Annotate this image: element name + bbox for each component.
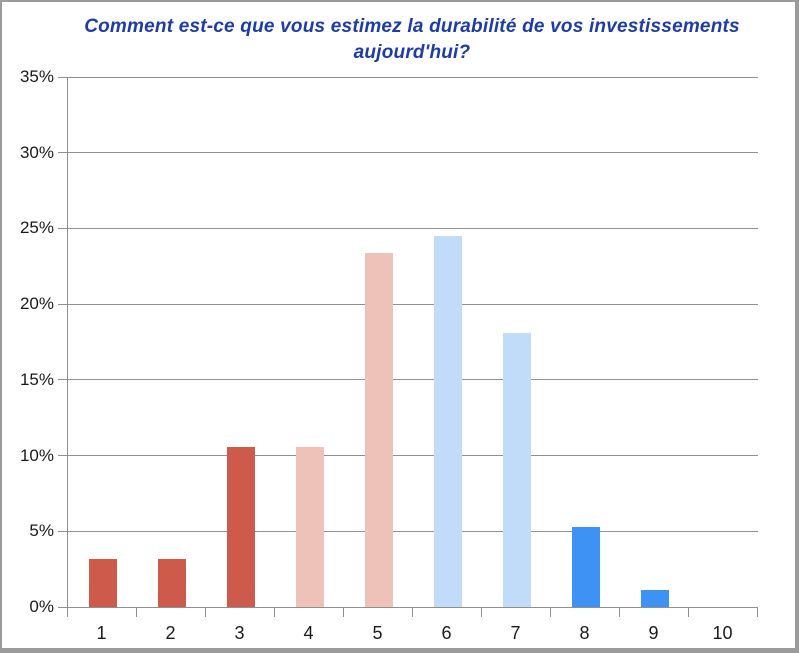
y-axis-label: 10% [19,445,54,465]
bar-category-2 [157,558,186,607]
x-axis-label: 10 [712,623,733,643]
x-axis-label: 7 [510,623,521,643]
x-axis-tick [412,608,413,617]
y-axis-tick [58,455,67,457]
gridline [68,227,758,229]
y-axis-label: 0% [29,597,54,616]
y-axis-label: 5% [29,521,54,541]
y-axis-tick [58,303,67,305]
x-axis-label: 4 [303,623,314,643]
x-axis-tick [136,608,137,617]
bar-category-6 [433,236,462,607]
bar-category-1 [88,558,117,607]
y-axis-label: 35% [19,67,54,86]
x-axis-tick [274,608,275,617]
bar-category-4 [295,446,324,607]
x-axis-tick [205,608,206,617]
y-axis-tick [58,606,67,608]
x-axis-label: 6 [441,623,452,643]
x-axis-tick [757,608,758,617]
x-axis-label: 3 [234,623,245,643]
x-axis-label: 1 [96,623,107,643]
bar-category-3 [226,446,255,607]
x-axis-tick [67,608,68,617]
y-axis-label: 25% [19,218,54,238]
y-axis-tick [58,530,67,532]
x-axis-label: 8 [579,623,590,643]
x-axis-tick [550,608,551,617]
bar-category-9 [640,590,669,607]
y-axis-label: 30% [19,142,54,162]
gridline [68,530,758,532]
gridline [68,76,758,78]
x-axis-label: 2 [165,623,176,643]
x-axis-label: 5 [372,623,383,643]
plot-area [67,76,758,608]
y-axis-label: 20% [19,294,54,314]
x-axis-tick [481,608,482,617]
gridline [68,303,758,305]
bar-category-7 [502,332,531,607]
x-axis-label: 9 [648,623,659,643]
y-axis-tick [58,152,67,154]
gridline [68,455,758,457]
y-axis-label: 15% [19,369,54,389]
x-axis-tick [343,608,344,617]
gridline [68,379,758,381]
y-axis-tick [58,76,67,78]
x-axis-tick [688,608,689,617]
bar-category-5 [364,252,393,607]
chart-title: Comment est-ce que vous estimez la durab… [84,16,740,63]
gridline [68,152,758,154]
y-axis-tick [58,227,67,229]
y-axis-tick [58,379,67,381]
x-axis-tick [619,608,620,617]
bar-category-8 [571,526,600,607]
